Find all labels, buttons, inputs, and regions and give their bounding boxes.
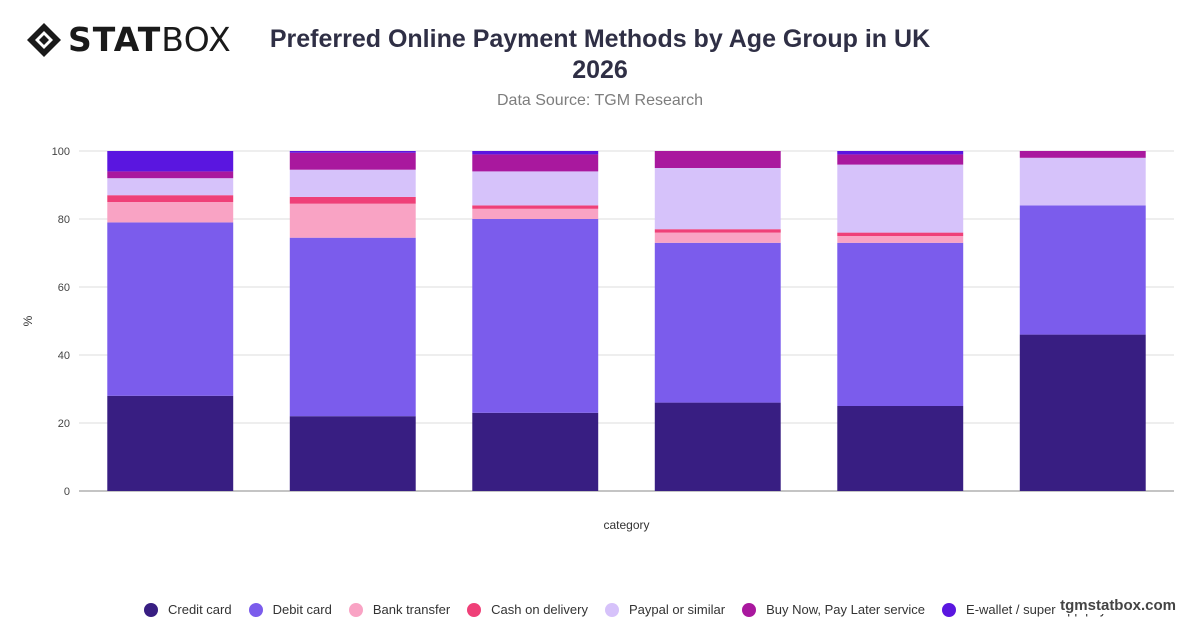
bar-segment bbox=[837, 242, 964, 406]
y-axis-title: % bbox=[21, 315, 35, 326]
bar-segment bbox=[289, 169, 416, 197]
chart-title-line2: 2026 bbox=[572, 56, 628, 84]
bar-segment bbox=[837, 406, 964, 491]
logo-box-text: BOX bbox=[161, 20, 232, 59]
bar-segment bbox=[472, 151, 599, 155]
bar-segment bbox=[289, 151, 416, 153]
legend-item[interactable]: Cash on delivery bbox=[467, 602, 588, 617]
legend-label: Cash on delivery bbox=[491, 602, 588, 617]
chart-legend: Credit card Debit card Bank transfer Cash o… bbox=[144, 602, 1123, 617]
x-axis-title: category bbox=[603, 518, 649, 532]
legend-label: Paypal or similar bbox=[628, 602, 726, 617]
legend-label: Buy Now, Pay Later service bbox=[766, 602, 926, 617]
diamond-logo-icon bbox=[27, 23, 61, 57]
logo-stat-text: STAT bbox=[68, 20, 162, 59]
y-tick-label: 40 bbox=[58, 350, 70, 362]
bar-segment bbox=[654, 232, 781, 243]
footer-site-link[interactable]: tgmstatbox.com bbox=[1056, 597, 1176, 614]
bar-segment bbox=[289, 237, 416, 417]
bar-segment bbox=[107, 195, 234, 202]
bar-segment bbox=[107, 395, 234, 491]
logo-wordmark: STATBOX bbox=[68, 22, 231, 58]
legend-item[interactable]: Bank transfer bbox=[348, 602, 451, 617]
bar-segment bbox=[472, 154, 599, 172]
bar-segment bbox=[654, 242, 781, 403]
y-tick-label: 100 bbox=[52, 146, 70, 158]
legend-label: Credit card bbox=[168, 602, 232, 617]
legend-swatch bbox=[248, 602, 263, 617]
bar-segment bbox=[654, 229, 781, 233]
y-tick-label: 20 bbox=[58, 418, 70, 430]
legend-swatch bbox=[604, 602, 619, 617]
bar-segment bbox=[472, 171, 599, 206]
bar-segment bbox=[472, 219, 599, 413]
y-tick-label: 80 bbox=[58, 214, 70, 226]
bar-segment bbox=[107, 202, 234, 223]
y-tick-label: 60 bbox=[58, 282, 70, 294]
legend-item[interactable]: Debit card bbox=[248, 602, 332, 617]
y-tick-label: 0 bbox=[64, 486, 70, 498]
statbox-logo: STATBOX bbox=[26, 22, 231, 58]
bar-segment bbox=[472, 205, 599, 209]
bar-segment bbox=[1019, 151, 1146, 158]
legend-swatch bbox=[467, 602, 482, 617]
bar-segment bbox=[837, 236, 964, 243]
legend-swatch bbox=[144, 602, 158, 617]
chart-title: Preferred Online Payment Methods by Age … bbox=[200, 24, 1000, 86]
bar-segment bbox=[1019, 334, 1146, 491]
legend-item[interactable]: Credit card bbox=[144, 602, 232, 617]
chart-subtitle: Data Source: TGM Research bbox=[496, 92, 703, 109]
bar-segment bbox=[107, 178, 234, 196]
legend-label: Bank transfer bbox=[372, 602, 451, 617]
legend-swatch bbox=[348, 602, 363, 617]
legend-label: Debit card bbox=[272, 602, 332, 617]
bar-segment bbox=[837, 232, 964, 236]
bar-segment bbox=[654, 151, 781, 168]
legend-item[interactable]: Buy Now, Pay Later service bbox=[742, 602, 925, 617]
legend-item[interactable]: Paypal or similar bbox=[604, 602, 726, 617]
legend-swatch bbox=[942, 602, 957, 617]
bar-segment bbox=[837, 164, 964, 233]
bar-segment bbox=[107, 171, 234, 179]
bar-segment bbox=[107, 222, 234, 396]
bar-segment bbox=[654, 168, 781, 230]
bar-segment bbox=[837, 154, 964, 165]
bar-segment bbox=[289, 152, 416, 170]
bar-segment bbox=[1019, 205, 1146, 335]
bar-segment bbox=[289, 196, 416, 204]
bar-segment bbox=[654, 402, 781, 491]
bar-segment bbox=[472, 208, 599, 219]
bar-segment bbox=[289, 203, 416, 238]
bar-segment bbox=[837, 151, 964, 155]
chart-title-line1: Preferred Online Payment Methods by Age … bbox=[269, 25, 931, 53]
bar-segment bbox=[107, 151, 234, 172]
bar-segment bbox=[472, 412, 599, 491]
bar-segment bbox=[289, 416, 416, 491]
legend-swatch bbox=[742, 602, 757, 617]
bar-segment bbox=[1019, 157, 1146, 206]
